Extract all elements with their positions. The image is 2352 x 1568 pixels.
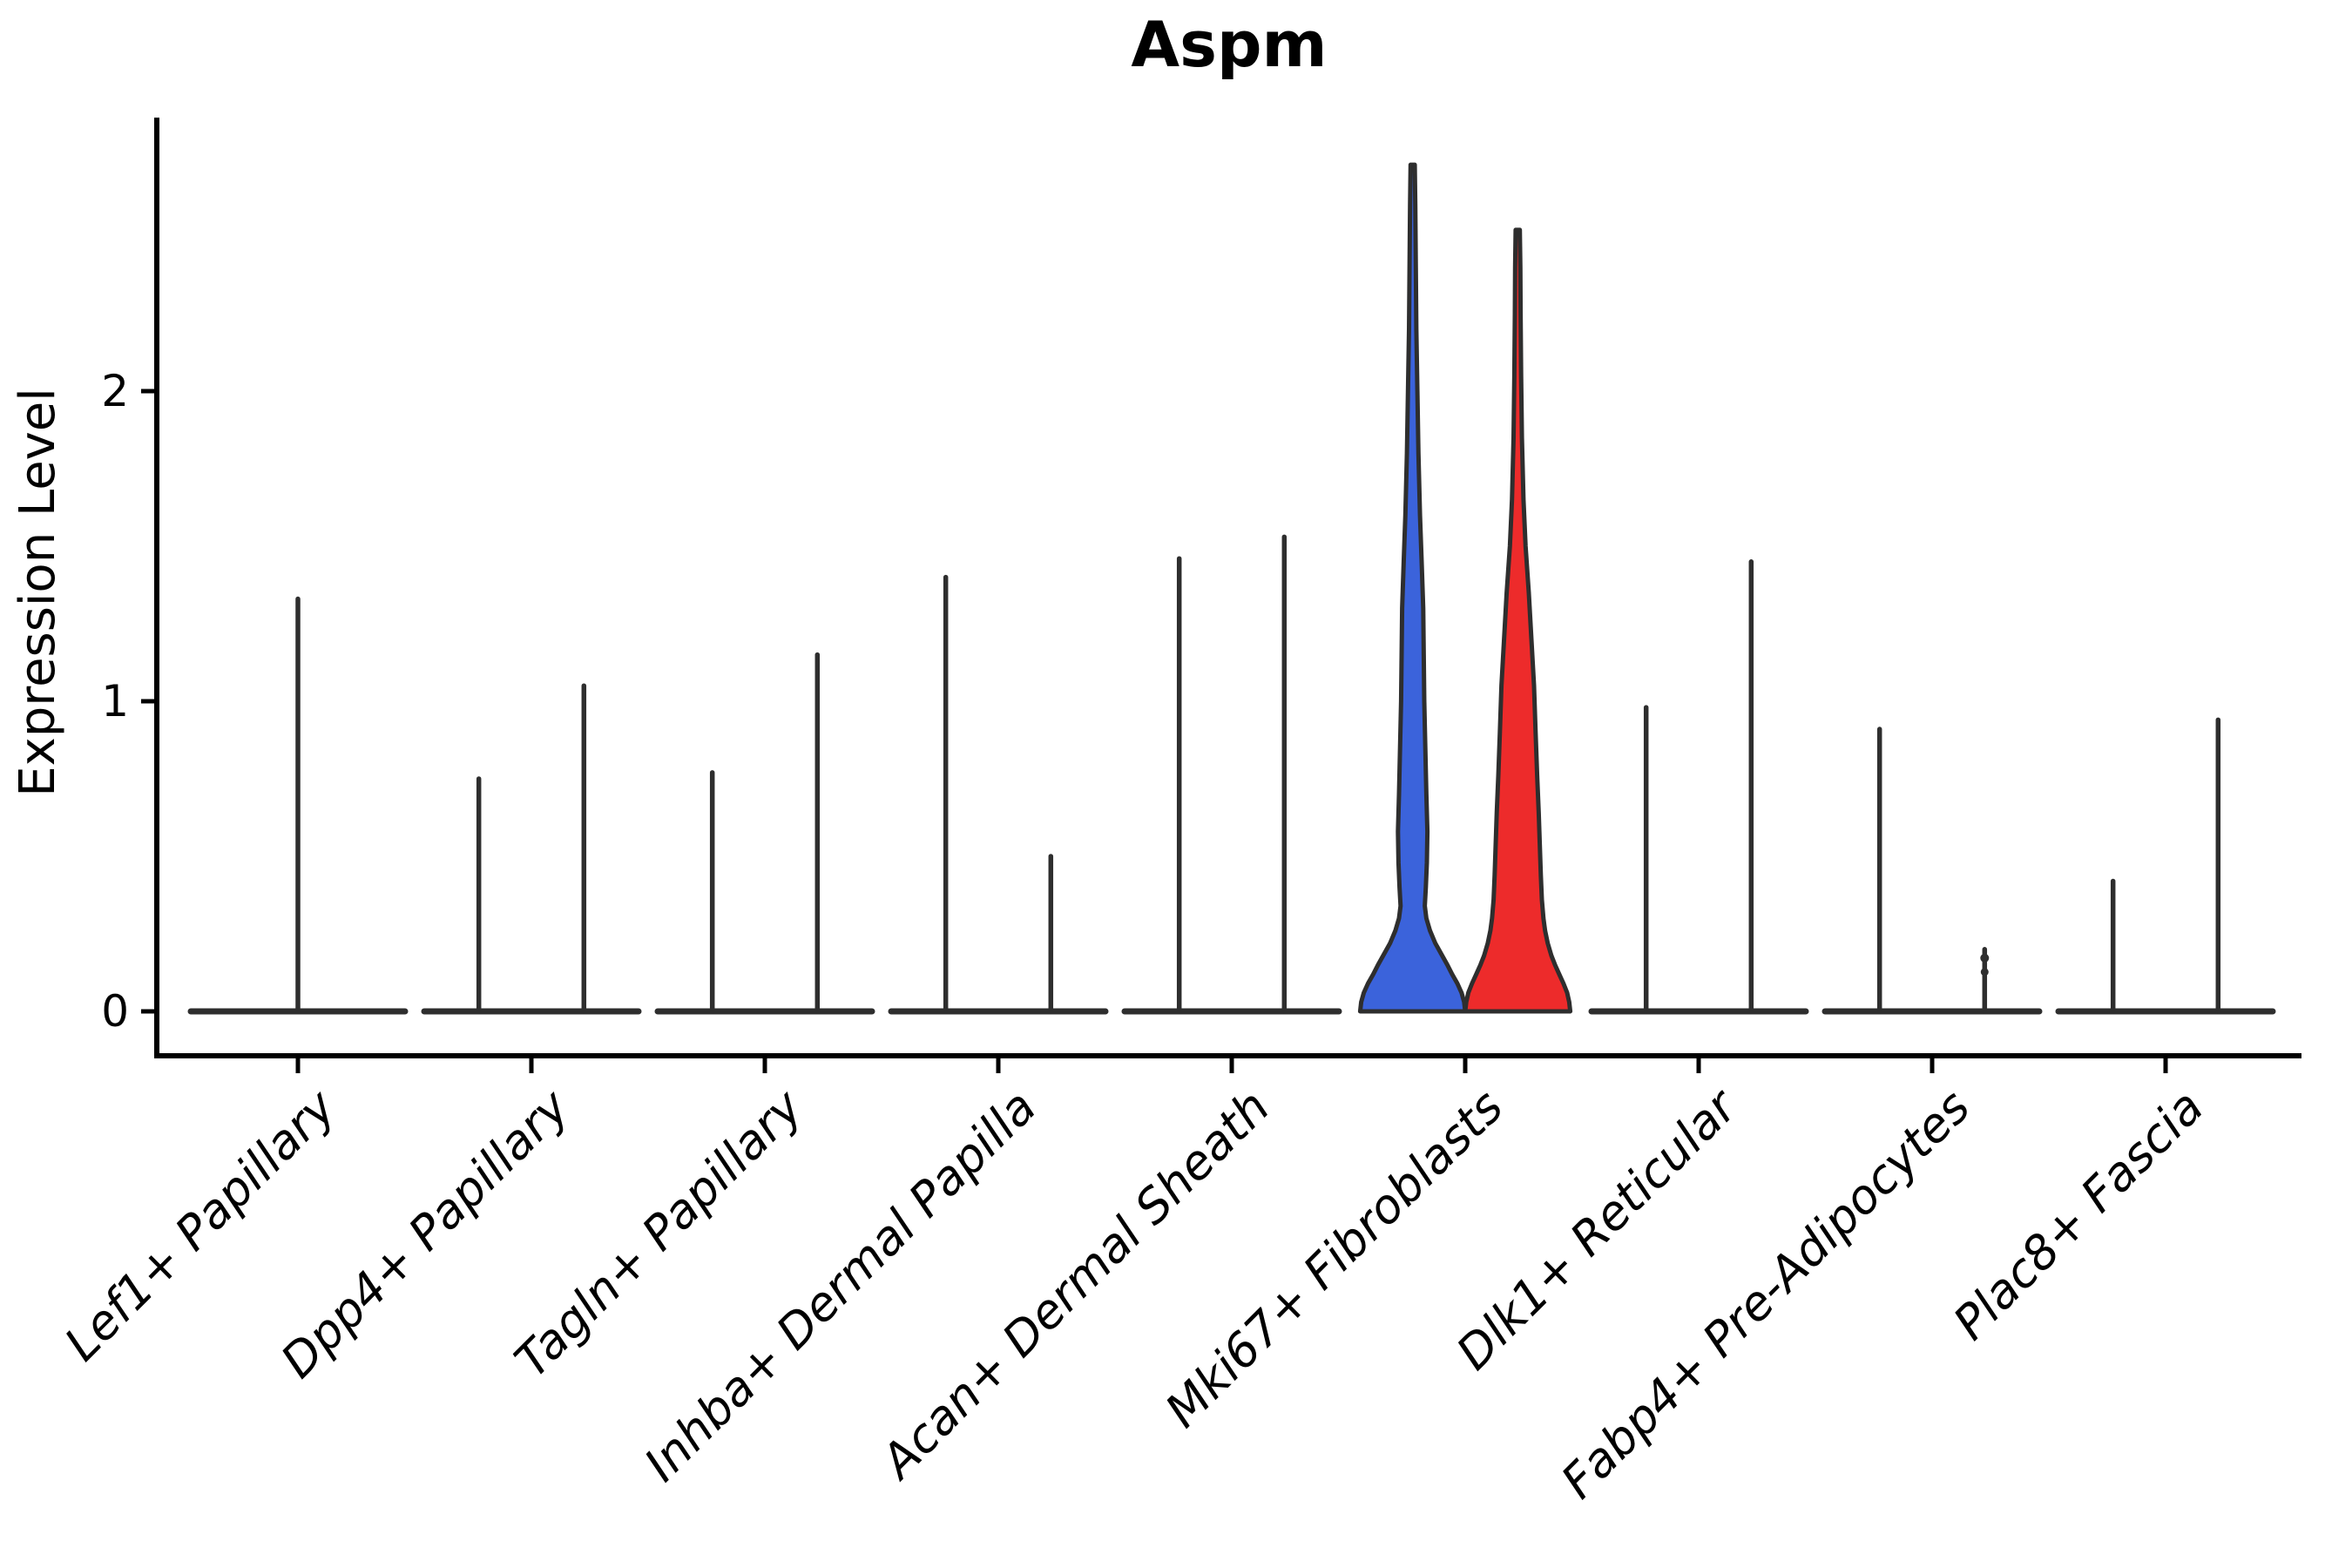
violin-layer (187, 162, 2276, 1015)
bead-blob (1980, 968, 1989, 977)
violin-body (1357, 162, 1468, 1014)
violin-body (1463, 227, 1573, 1014)
y-tick-label: 2 (101, 366, 129, 416)
y-tick-label: 0 (101, 986, 129, 1037)
x-tick-label-3: Inhba+ Dermal Papilla (634, 1079, 1047, 1492)
y-axis-label: Expression Level (10, 388, 66, 797)
chart-title: Aspm (1131, 8, 1327, 81)
y-tick-label: 1 (101, 676, 129, 727)
bead-blob (1980, 953, 1990, 963)
x-tick-label-4: Acan+ Dermal Sheath (869, 1079, 1281, 1490)
axes-layer: 0 1 2 (101, 118, 2301, 1073)
x-tick-label-7: Fabp4+ Pre-Adipocytes (1551, 1079, 1980, 1509)
x-tick-label-8: Plac8+ Fascia (1943, 1079, 2213, 1350)
